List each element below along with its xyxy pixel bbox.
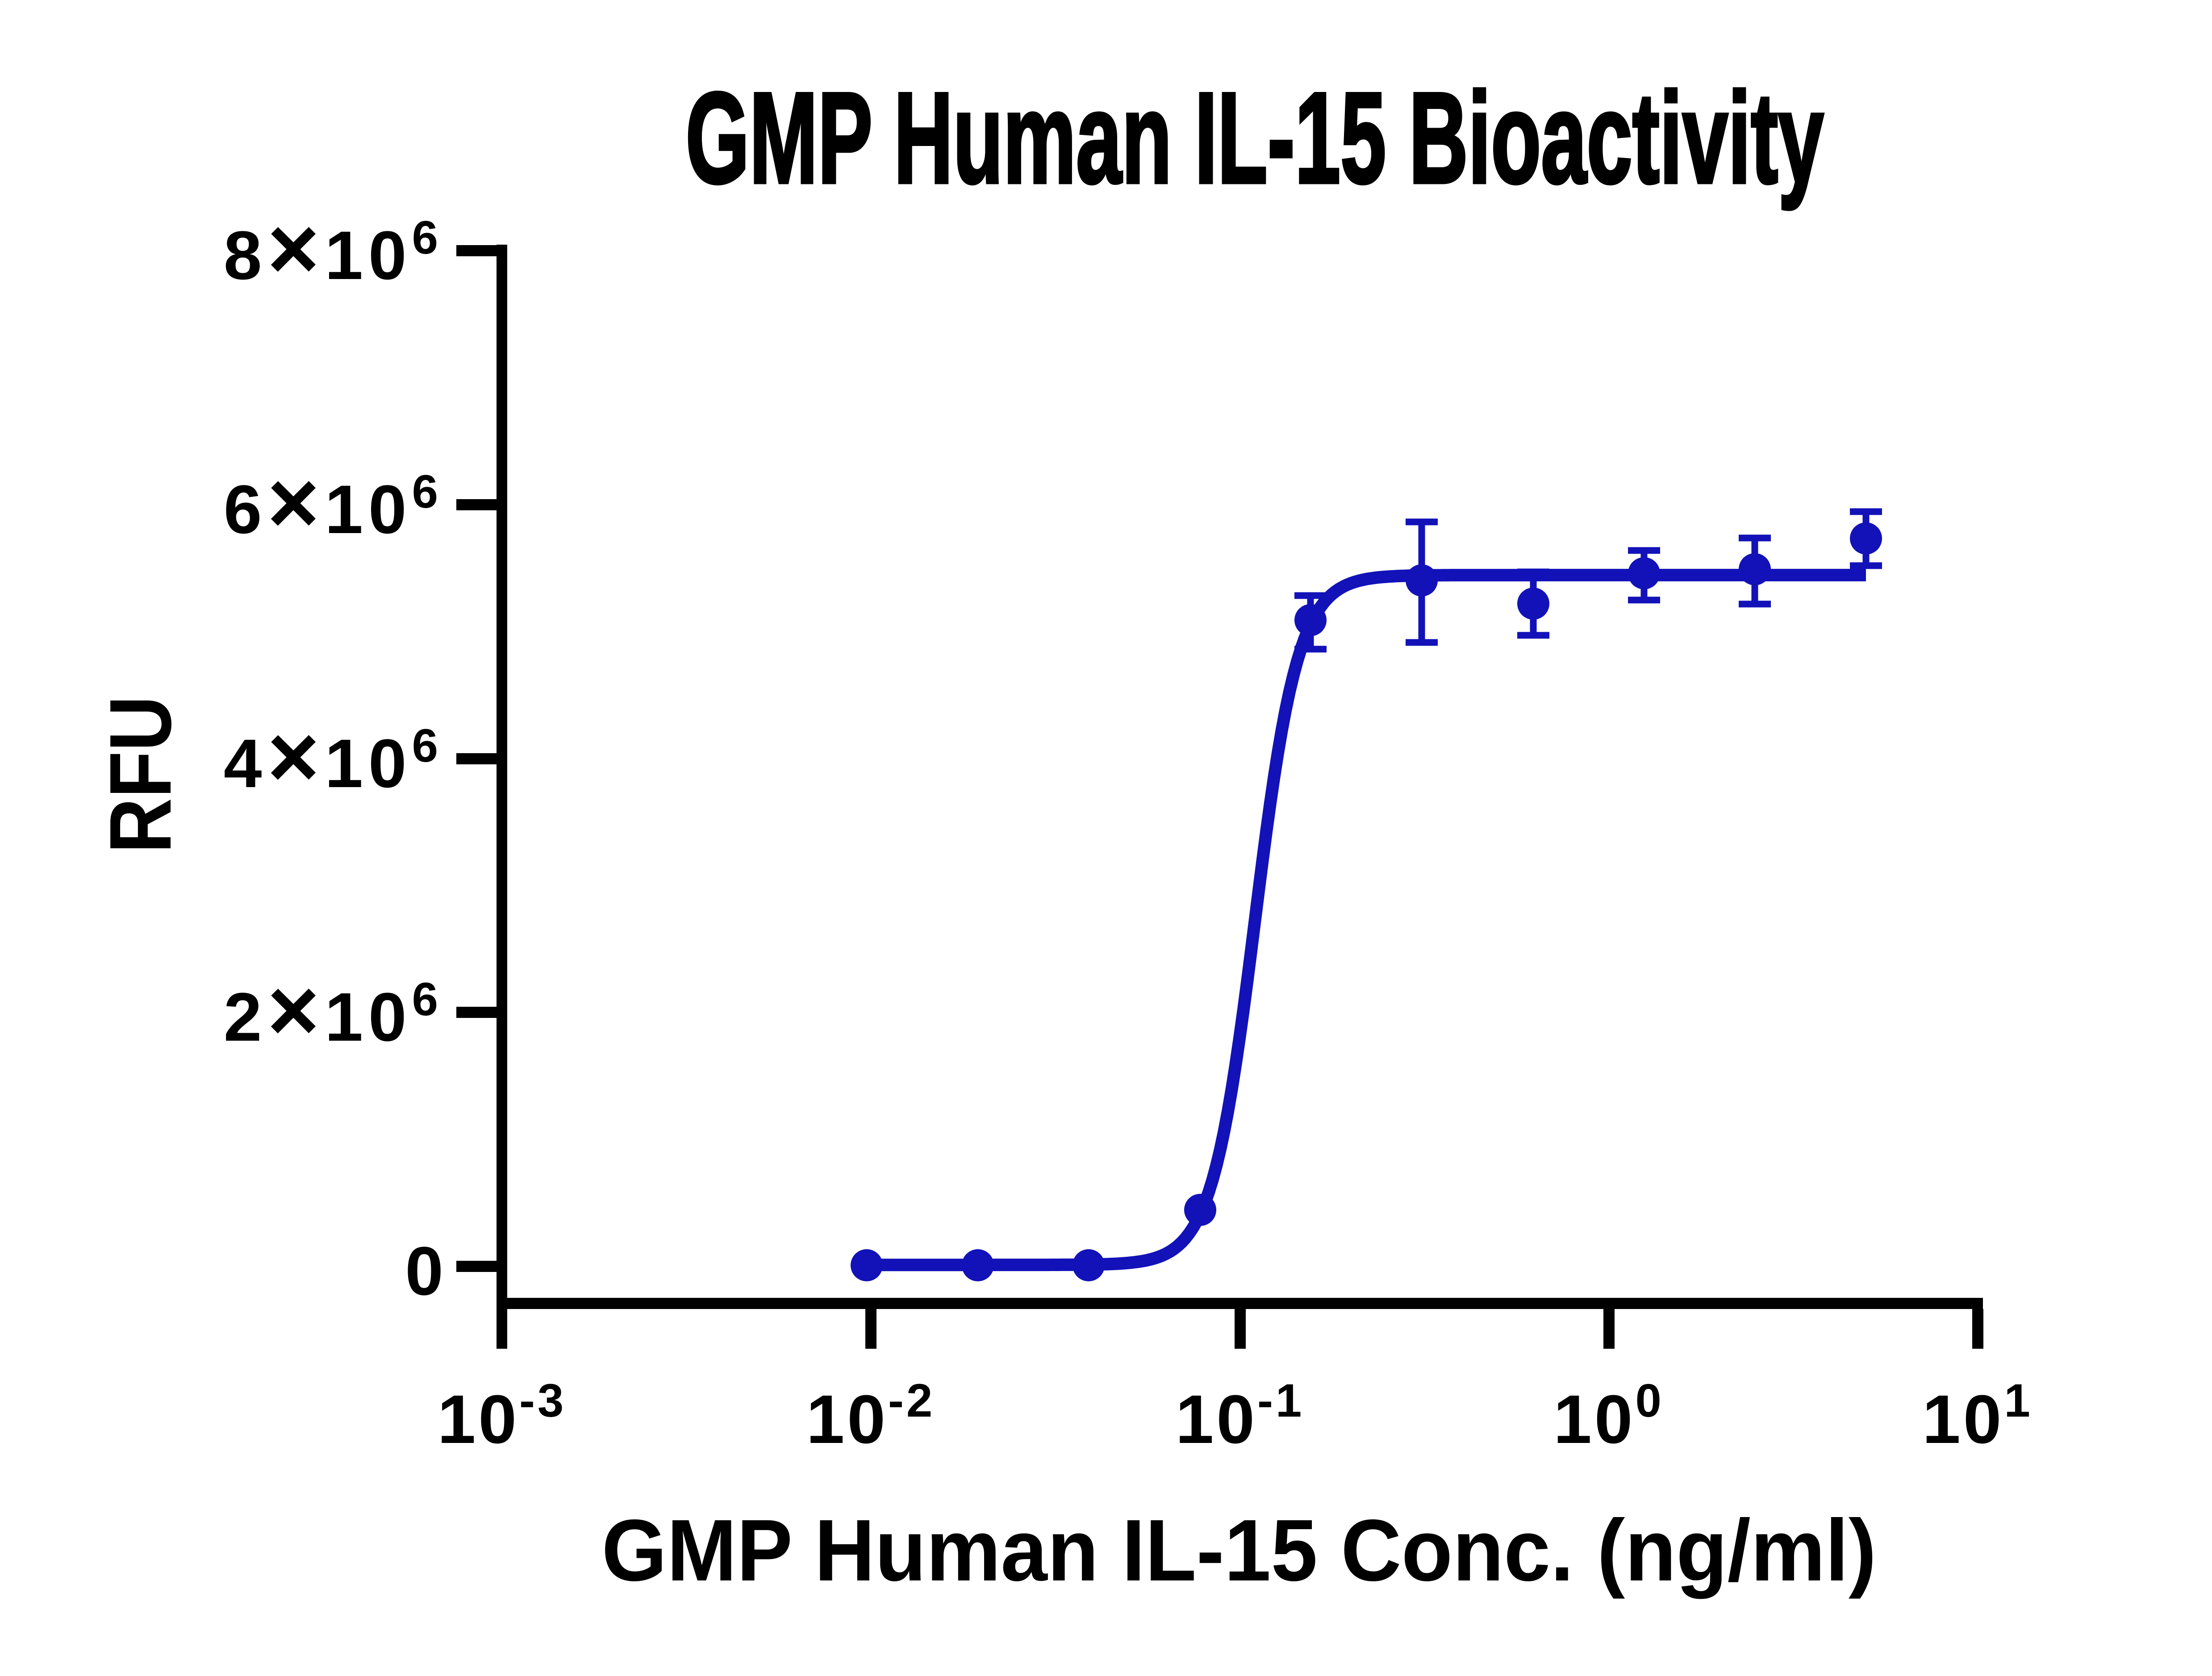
svg-text:101: 101 [1922, 1375, 2033, 1458]
svg-text:GMP Human IL-15 Conc. (ng/ml): GMP Human IL-15 Conc. (ng/ml) [602, 1501, 1877, 1599]
svg-text:0: 0 [405, 1233, 443, 1309]
svg-text:GMP Human IL-15 Bioactivity: GMP Human IL-15 Bioactivity [686, 66, 1824, 211]
svg-text:RFU: RFU [92, 696, 189, 854]
